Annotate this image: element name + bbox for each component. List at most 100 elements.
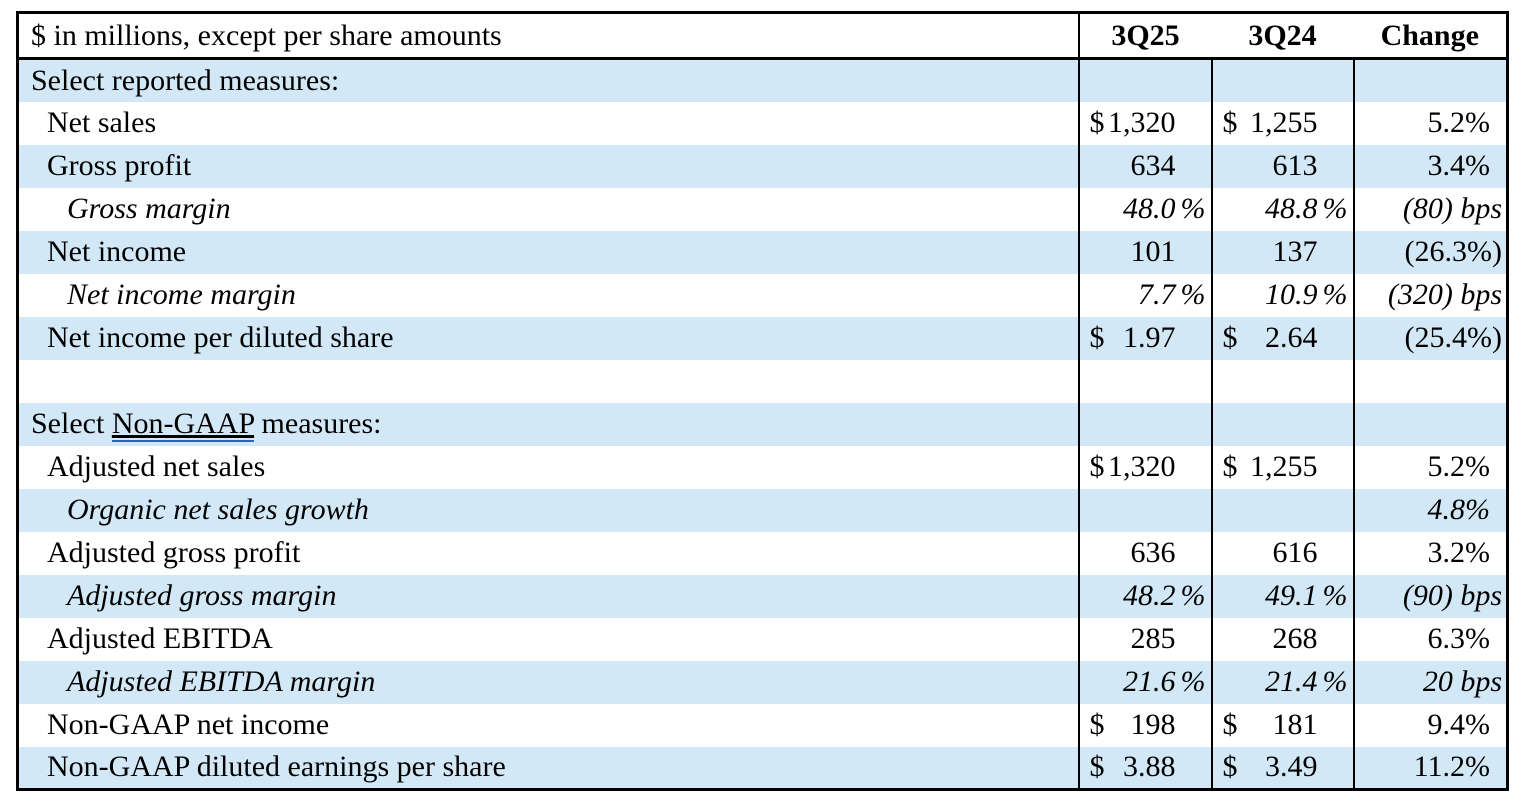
change-value: 11.2%: [1413, 750, 1490, 784]
row-adjusted-ebitda: Adjusted EBITDA 285 268 6.3%: [17, 617, 1508, 661]
value-3q25: $ 1,320: [1078, 101, 1213, 145]
change-value: (26.3%): [1404, 235, 1502, 268]
row-adjusted-gross-profit: Adjusted gross profit 636 616 3.2%: [17, 531, 1508, 575]
numeric-value: 268: [1272, 622, 1318, 655]
row-gross-margin: Gross margin 48.0 % 48.8 % (80) bps: [17, 187, 1508, 231]
row-net-sales: Net sales $ 1,320 $ 1,255 5.2%: [17, 101, 1508, 145]
percent-suffix: %: [1322, 579, 1348, 612]
numeric-value: 285: [1130, 622, 1176, 655]
value-3q25: 634: [1078, 144, 1213, 188]
value-3q25: $ 1,320: [1078, 445, 1213, 489]
table-header: $ in millions, except per share amounts …: [17, 12, 1508, 60]
row-blank: [17, 359, 1508, 403]
row-adjusted-net-sales: Adjusted net sales $ 1,320 $ 1,255 5.2%: [17, 445, 1508, 489]
value-3q24: $ 1,255: [1211, 101, 1355, 145]
value-3q24: 10.9 %: [1211, 273, 1355, 317]
numeric-value: 1,320: [1108, 450, 1176, 483]
numeric-value: 636: [1130, 536, 1176, 569]
value-3q24: $ 1,255: [1211, 445, 1355, 489]
row-net-income-per-diluted-share: Net income per diluted share $ 1.97 $ 2.…: [17, 316, 1508, 360]
change-value: 5.2%: [1427, 450, 1491, 483]
currency-symbol: $: [1222, 450, 1238, 483]
currency-symbol: $: [1222, 750, 1238, 784]
numeric-value: 21.6: [1123, 665, 1176, 698]
value-3q25: 285: [1078, 617, 1213, 661]
numeric-value: 49.1: [1265, 579, 1318, 612]
value-3q25: 636: [1078, 531, 1213, 575]
currency-symbol: $: [1089, 450, 1105, 483]
currency-symbol: $: [1089, 106, 1105, 139]
row-label: [17, 359, 1080, 403]
value-3q24: 613: [1211, 144, 1355, 188]
value-3q25: 7.7 %: [1078, 273, 1213, 317]
numeric-value: 48.2: [1123, 579, 1176, 612]
change-value: (320) bps: [1387, 278, 1502, 311]
numeric-value: 198: [1130, 708, 1176, 741]
row-label: Net sales: [17, 101, 1080, 145]
change-value: (25.4%): [1404, 321, 1502, 354]
value-3q24: $ 181: [1211, 703, 1355, 747]
value-3q25: $ 3.88: [1078, 746, 1213, 790]
value-3q25: 101: [1078, 230, 1213, 274]
table-body: Select reported measures: Net sales $ 1,…: [17, 58, 1508, 790]
numeric-value: 1,255: [1250, 106, 1318, 139]
row-gross-profit: Gross profit 634 613 3.4%: [17, 144, 1508, 188]
value-3q24: [1211, 359, 1355, 403]
section-title: Select reported measures:: [17, 58, 1080, 102]
numeric-value: 21.4: [1265, 665, 1318, 698]
financial-results-table: $ in millions, except per share amounts …: [16, 11, 1509, 791]
value-3q24: 616: [1211, 531, 1355, 575]
row-adjusted-gross-margin: Adjusted gross margin 48.2 % 49.1 % (90)…: [17, 574, 1508, 618]
value-3q25: [1078, 488, 1213, 532]
row-adjusted-ebitda-margin: Adjusted EBITDA margin 21.6 % 21.4 % 20 …: [17, 660, 1508, 704]
row-label: Gross margin: [17, 187, 1080, 231]
percent-suffix: %: [1180, 192, 1206, 225]
row-label: Adjusted net sales: [17, 445, 1080, 489]
numeric-value: 10.9: [1265, 278, 1318, 311]
value-3q25: 48.0 %: [1078, 187, 1213, 231]
value-3q24: [1211, 402, 1355, 446]
change-value: [1354, 59, 1508, 102]
numeric-value: 3.88: [1123, 750, 1176, 784]
row-select-non-gaap: Select Non-GAAP measures:: [17, 402, 1508, 446]
numeric-value: 137: [1272, 235, 1318, 268]
row-label: Non-GAAP net income: [17, 703, 1080, 747]
percent-suffix: %: [1180, 665, 1206, 698]
row-label: Adjusted gross profit: [17, 531, 1080, 575]
numeric-value: 1,320: [1108, 106, 1176, 139]
value-3q24: [1211, 58, 1355, 102]
value-3q25: $ 1.97: [1078, 316, 1213, 360]
non-gaap-link[interactable]: Non-GAAP: [111, 407, 255, 442]
numeric-value: 2.64: [1265, 321, 1318, 354]
value-3q24: $ 2.64: [1211, 316, 1355, 360]
percent-suffix: %: [1180, 278, 1206, 311]
value-3q25: $ 198: [1078, 703, 1213, 747]
row-organic-net-sales-growth: Organic net sales growth 4.8%: [17, 488, 1508, 532]
change-value: 20 bps: [1422, 665, 1502, 698]
value-3q25: [1078, 359, 1213, 403]
section-title: Select Non-GAAP measures:: [17, 402, 1080, 446]
row-net-income: Net income 101 137 (26.3%): [17, 230, 1508, 274]
currency-symbol: $: [1089, 708, 1105, 741]
change-value: 5.2%: [1427, 106, 1491, 139]
value-3q25: 48.2 %: [1078, 574, 1213, 618]
section-title-suffix: measures:: [254, 407, 382, 440]
value-3q24: 49.1 %: [1211, 574, 1355, 618]
row-label: Net income margin: [17, 273, 1080, 317]
percent-suffix: %: [1322, 665, 1348, 698]
row-label: Non-GAAP diluted earnings per share: [17, 746, 1080, 790]
change-value: [1354, 403, 1508, 446]
change-value: 3.4%: [1427, 149, 1491, 182]
numeric-value: 1.97: [1123, 321, 1176, 354]
row-label: Organic net sales growth: [17, 488, 1080, 532]
numeric-value: 48.0: [1123, 192, 1176, 225]
numeric-value: 101: [1130, 235, 1176, 268]
currency-symbol: $: [1222, 708, 1238, 741]
row-net-income-margin: Net income margin 7.7 % 10.9 % (320) bps: [17, 273, 1508, 317]
currency-symbol: $: [1222, 321, 1238, 354]
numeric-value: 48.8: [1265, 192, 1318, 225]
numeric-value: 181: [1272, 708, 1318, 741]
row-non-gaap-net-income: Non-GAAP net income $ 198 $ 181 9.4%: [17, 703, 1508, 747]
column-header-3q25: 3Q25: [1078, 12, 1212, 60]
currency-symbol: $: [1222, 106, 1238, 139]
